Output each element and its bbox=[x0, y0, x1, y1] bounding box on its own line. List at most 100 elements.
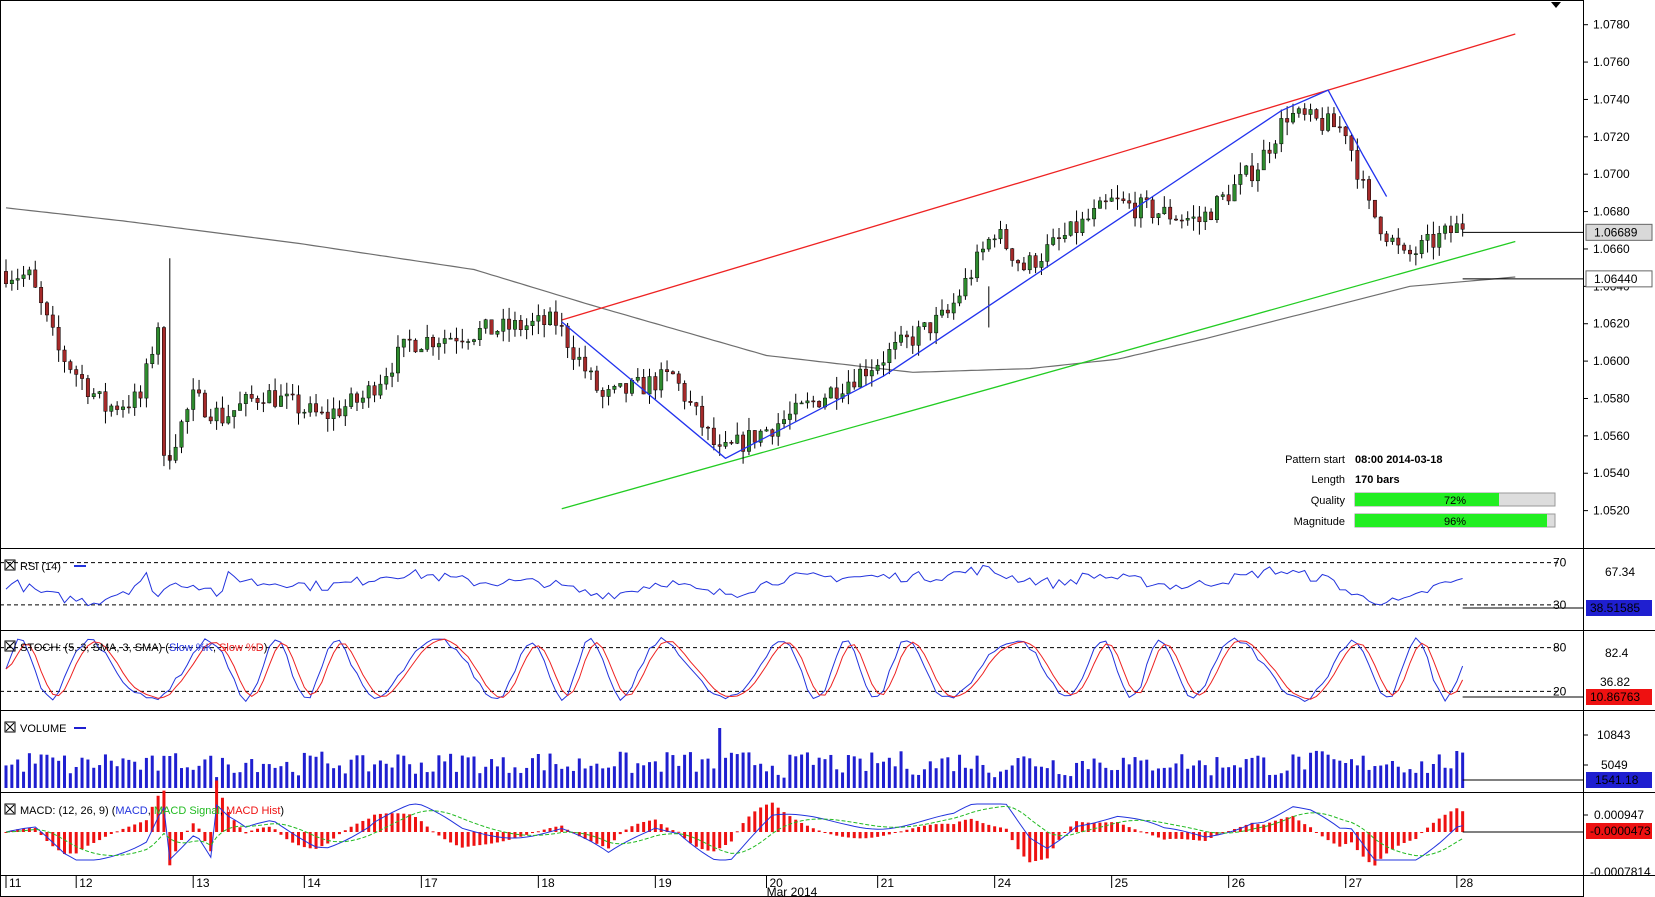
pattern-zigzag-line bbox=[561, 89, 1388, 460]
volume-value-label: 1541.18 bbox=[1595, 773, 1639, 787]
volume-bar bbox=[1443, 767, 1447, 788]
candle-body bbox=[805, 400, 810, 404]
volume-bar bbox=[1075, 762, 1079, 788]
macd-hist-bar bbox=[794, 819, 798, 832]
ma-price-box bbox=[1585, 270, 1653, 288]
volume-bar bbox=[618, 751, 622, 788]
volume-bar bbox=[273, 767, 277, 788]
collapse-icon[interactable] bbox=[4, 721, 16, 733]
macd-hist-bar bbox=[1320, 832, 1324, 837]
volume-bar bbox=[1320, 751, 1324, 788]
volume-bar bbox=[279, 766, 283, 788]
macd-hist-bar bbox=[1367, 832, 1371, 863]
volume-bar bbox=[1256, 755, 1260, 788]
stoch-title-prefix: STOCH: (5, 3, SMA, 3, SMA) ( bbox=[20, 642, 169, 654]
candle-body bbox=[15, 278, 20, 281]
macd-hist-bar bbox=[232, 820, 236, 832]
macd-hist-bar bbox=[22, 828, 26, 832]
time-axis: 11 12 13 14 17 18 19 20 21 24 25 26 27 28 Mar 2014 bbox=[5, 875, 1473, 897]
volume-bar bbox=[4, 765, 8, 788]
macd-hist-bar bbox=[291, 832, 295, 843]
volume-bar bbox=[1431, 764, 1435, 788]
candle-body bbox=[682, 383, 687, 402]
volume-bar bbox=[601, 768, 605, 788]
candle-body bbox=[308, 403, 313, 413]
macd-hist-bar bbox=[1238, 826, 1242, 832]
stoch-k-name: Slow %K bbox=[169, 642, 214, 654]
candle-body bbox=[238, 403, 242, 411]
volume-bar bbox=[800, 754, 804, 788]
price-panel: 1.0780 1.0760 1.0740 1.0720 1.0700 1.0680 1.06… bbox=[4, 18, 1653, 518]
candle-body bbox=[1045, 244, 1050, 262]
candle-body bbox=[1051, 237, 1056, 245]
volume-bar bbox=[414, 773, 417, 788]
macd-hist-bar bbox=[1086, 822, 1090, 832]
macd-hist-bar bbox=[554, 826, 558, 832]
macd-hist-bar bbox=[1414, 832, 1418, 840]
candle-body bbox=[1103, 200, 1108, 203]
candle-body bbox=[1460, 223, 1465, 230]
macd-hist-bar bbox=[466, 832, 470, 847]
candle-body bbox=[1115, 197, 1120, 200]
macd-hist-bar bbox=[431, 831, 435, 833]
volume-bar bbox=[378, 760, 382, 788]
candle-body bbox=[1021, 262, 1026, 271]
volume-bar bbox=[519, 772, 523, 788]
time-tick-label: 27 bbox=[1349, 876, 1363, 890]
volume-bar bbox=[484, 766, 488, 788]
volume-bar bbox=[437, 755, 441, 788]
candle-body bbox=[717, 444, 722, 447]
macd-hist-bar bbox=[507, 832, 511, 840]
candle-body bbox=[425, 337, 430, 350]
macd-signal-name: MACD Signal bbox=[154, 805, 220, 817]
volume-bar bbox=[560, 768, 564, 788]
macd-hist-bar bbox=[16, 829, 20, 832]
candle-body bbox=[1197, 216, 1202, 223]
macd-hist-bar bbox=[33, 828, 37, 832]
time-tick-label: 18 bbox=[541, 876, 555, 890]
candle-body bbox=[1255, 169, 1260, 182]
candle-body bbox=[723, 441, 728, 447]
candle-body bbox=[1086, 218, 1091, 221]
volume-bar bbox=[261, 763, 265, 788]
volume-bar bbox=[244, 762, 248, 788]
candle-body bbox=[1261, 149, 1266, 171]
macd-hist-bar bbox=[343, 830, 347, 832]
candle-body bbox=[571, 347, 576, 360]
macd-hist-bar bbox=[1420, 832, 1424, 834]
candle-body bbox=[121, 406, 125, 410]
rsi-tick-label: 67.34 bbox=[1605, 565, 1635, 579]
candle-body bbox=[1437, 233, 1442, 248]
candle-body bbox=[951, 302, 956, 314]
volume-bar bbox=[1303, 769, 1307, 788]
macd-hist-bar bbox=[414, 816, 417, 832]
volume-bar bbox=[150, 755, 154, 788]
macd-hist-bar bbox=[835, 832, 839, 836]
candle-body bbox=[1296, 108, 1301, 114]
volume-bar bbox=[1145, 759, 1149, 788]
collapse-icon[interactable] bbox=[4, 640, 16, 652]
collapse-icon[interactable] bbox=[4, 559, 16, 571]
dropdown-arrow-icon[interactable] bbox=[1551, 2, 1561, 8]
volume-bar bbox=[1379, 765, 1383, 788]
macd-hist-bar bbox=[1314, 832, 1318, 833]
candle-body bbox=[706, 426, 710, 429]
macd-hist-bar bbox=[1186, 832, 1190, 840]
candle-body bbox=[548, 311, 552, 325]
macd-hist-bar bbox=[1449, 811, 1453, 832]
last-price-box bbox=[1585, 223, 1653, 241]
macd-hist-bar bbox=[1379, 832, 1383, 859]
stoch-level-20-label: 20 bbox=[1553, 684, 1567, 698]
macd-hist-bar bbox=[1297, 820, 1301, 832]
volume-bar bbox=[443, 761, 447, 788]
candle-body bbox=[811, 400, 816, 403]
volume-bar bbox=[718, 728, 722, 788]
macd-title-prefix: MACD: (12, 26, 9) ( bbox=[20, 805, 116, 817]
collapse-icon[interactable] bbox=[4, 803, 16, 815]
macd-hist-bar bbox=[226, 811, 230, 832]
macd-hist-bar bbox=[893, 832, 897, 833]
candle-body bbox=[62, 349, 67, 362]
candle-body bbox=[1092, 208, 1097, 220]
volume-bar bbox=[297, 775, 300, 788]
